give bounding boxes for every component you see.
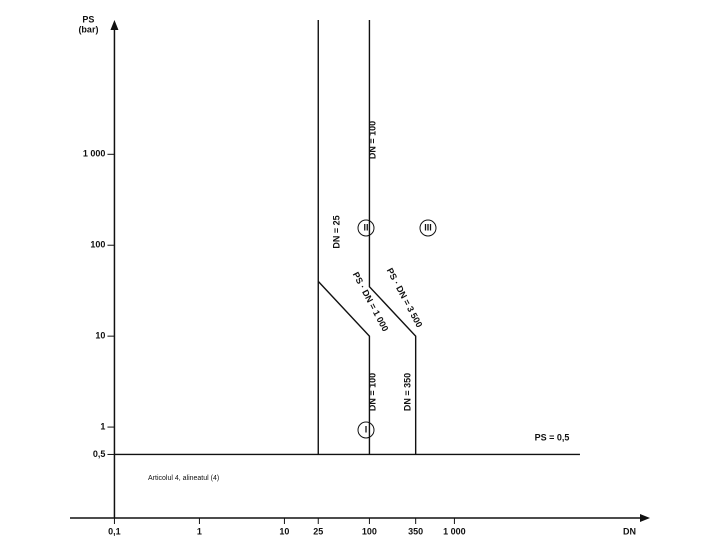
x-axis-arrow bbox=[640, 514, 650, 522]
x-tick-label: 1 bbox=[197, 526, 202, 536]
region-label: III bbox=[424, 222, 432, 232]
region-circle bbox=[357, 421, 375, 439]
x-tick-label: 350 bbox=[408, 526, 423, 536]
x-tick-label: 25 bbox=[313, 526, 323, 536]
annotation: PS · DN = 3 500 bbox=[385, 266, 425, 329]
x-tick-label: 100 bbox=[362, 526, 377, 536]
y-tick-label: 1 bbox=[100, 421, 105, 431]
region-circle bbox=[419, 219, 437, 237]
x-tick-label: 1 000 bbox=[443, 526, 466, 536]
y-tick-label: 0,5 bbox=[93, 449, 106, 459]
annotation: PS = 0,5 bbox=[535, 432, 570, 442]
boundary-line bbox=[317, 280, 371, 455]
annotation: DN = 25 bbox=[331, 215, 341, 248]
annotation: PS · DN = 1 000 bbox=[351, 270, 391, 333]
annotation: DN = 100 bbox=[367, 373, 377, 411]
y-axis-label: (bar) bbox=[78, 24, 98, 34]
annotation: DN = 100 bbox=[367, 121, 377, 159]
region-label: II bbox=[363, 222, 368, 232]
region-circle bbox=[357, 219, 375, 237]
y-tick-label: 1 000 bbox=[83, 149, 106, 159]
y-tick-label: 100 bbox=[90, 240, 105, 250]
annotation: Articolul 4, alineatul (4) bbox=[148, 475, 219, 482]
y-tick-label: 10 bbox=[95, 331, 105, 341]
annotation: DN = 350 bbox=[402, 373, 412, 411]
x-axis-label: DN bbox=[623, 526, 636, 536]
x-tick-label: 10 bbox=[279, 526, 289, 536]
region-label: I bbox=[365, 424, 368, 434]
x-tick-label: 0,1 bbox=[108, 526, 121, 536]
y-axis-label: PS bbox=[82, 14, 94, 24]
y-axis-arrow bbox=[110, 20, 119, 30]
boundary-line bbox=[368, 20, 417, 455]
